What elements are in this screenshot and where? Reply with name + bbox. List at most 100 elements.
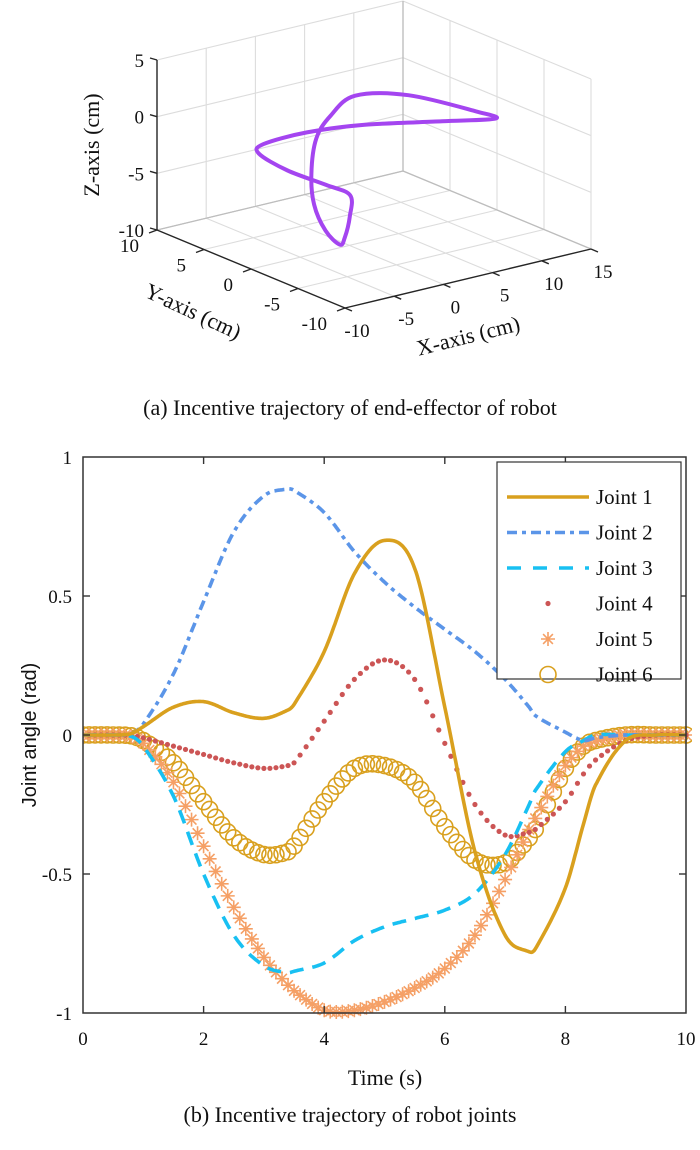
joint-4-marker xyxy=(249,764,255,770)
joint-6-marker xyxy=(333,770,352,788)
joint-6-marker xyxy=(261,846,279,865)
joint-6-marker xyxy=(417,789,436,808)
z-tick-label: 0 xyxy=(135,108,145,129)
joint-4-marker xyxy=(490,823,496,830)
joint-4-marker xyxy=(605,748,611,754)
joint-5-marker xyxy=(196,839,211,854)
joint-5-marker xyxy=(498,872,513,887)
joint-5-marker xyxy=(214,876,229,891)
legend-entry-joint-3: Joint 3 xyxy=(507,556,653,580)
joint-5-marker xyxy=(293,988,308,1003)
joint-4-marker xyxy=(273,765,279,771)
joint-6-marker xyxy=(369,755,388,774)
joint-5-marker xyxy=(594,732,609,747)
joint-4-marker xyxy=(339,691,345,698)
joint-6-marker xyxy=(164,753,183,772)
joint-6-marker xyxy=(568,743,587,761)
legend-entry-joint-1: Joint 1 xyxy=(507,485,653,509)
grid-edge xyxy=(402,170,592,250)
legend-label: Joint 6 xyxy=(596,663,653,687)
joint-5-marker xyxy=(377,994,392,1009)
joint-5-marker xyxy=(600,730,615,745)
joint-6-marker xyxy=(255,845,273,864)
joint-5-marker xyxy=(347,1003,362,1018)
joint-4-marker xyxy=(303,744,309,750)
z-tick xyxy=(149,113,158,118)
series-clip-group xyxy=(83,487,692,1019)
y-tick-label: 5 xyxy=(177,256,187,277)
joint-4-marker xyxy=(225,758,231,764)
joint-4-marker xyxy=(158,740,164,746)
joint-4-marker xyxy=(550,811,556,817)
joint-4-marker xyxy=(393,660,400,666)
y-tick xyxy=(148,229,158,234)
joint-4-marker xyxy=(345,683,351,689)
joint-6-marker xyxy=(399,768,418,786)
joint-4-marker xyxy=(430,713,436,719)
joint-4-marker xyxy=(478,810,484,816)
grid-line xyxy=(203,189,451,251)
joint-5-marker xyxy=(299,992,314,1007)
joint-4-marker xyxy=(472,801,478,808)
joint-4-marker xyxy=(598,752,605,758)
joint-5-marker xyxy=(190,826,205,841)
z-tick xyxy=(149,57,158,61)
joint-4-marker xyxy=(520,831,526,837)
joint-4-marker xyxy=(538,821,544,828)
joint-4-marker xyxy=(146,736,152,742)
joint-5-marker xyxy=(552,768,567,783)
joint-5-marker xyxy=(564,750,579,765)
joint-5-marker xyxy=(142,742,157,757)
joint-4-marker xyxy=(448,753,454,759)
joint-5-marker xyxy=(226,900,241,915)
joint-4-marker xyxy=(544,816,550,823)
joint-5-marker xyxy=(172,786,187,801)
x-tick-label: 0 xyxy=(78,1029,88,1050)
joint-4-marker xyxy=(406,669,412,675)
joint-5-marker xyxy=(425,970,440,985)
joint-5-marker xyxy=(281,978,296,993)
joint-4-marker xyxy=(309,735,315,741)
joint-4-marker xyxy=(333,700,339,706)
joint-5-marker xyxy=(486,896,501,911)
joint-5-marker xyxy=(540,789,555,804)
x-tick-label: 10 xyxy=(677,1029,696,1050)
joint-5-marker xyxy=(287,983,302,998)
joint-5-marker xyxy=(588,733,603,748)
joint-4-marker xyxy=(182,746,189,753)
joint-4-marker xyxy=(562,799,569,805)
joint-4-marker xyxy=(327,709,333,716)
caption-a: (a) Incentive trajectory of end-effector… xyxy=(143,395,557,420)
legend-label: Joint 4 xyxy=(596,592,653,616)
y-tick xyxy=(195,248,205,254)
joint-6-marker xyxy=(363,755,382,773)
x-tick xyxy=(344,307,353,312)
series-group xyxy=(83,487,692,1019)
z-tick xyxy=(149,227,158,231)
joint-4-marker xyxy=(170,743,177,749)
joint-5-marker xyxy=(262,958,277,973)
joint-4-marker xyxy=(508,833,514,840)
y-tick-label: -0.5 xyxy=(42,865,72,886)
joint-6-marker xyxy=(267,845,285,864)
legend-swatch-circle xyxy=(539,665,557,684)
legend-entry-joint-5: Joint 5 xyxy=(541,627,653,651)
joint-4-marker xyxy=(496,828,502,834)
x-tick-label: 8 xyxy=(561,1029,571,1050)
joint-4-marker xyxy=(194,750,201,756)
joint-4-marker xyxy=(237,761,243,767)
legend-label: Joint 2 xyxy=(596,521,653,545)
joint-4-marker xyxy=(436,727,442,733)
joint-5-marker xyxy=(311,1000,326,1015)
joint-5-marker xyxy=(522,822,537,837)
joint-6-marker xyxy=(291,828,309,847)
z-tick xyxy=(149,170,158,175)
y-tick-label: -1 xyxy=(56,1004,72,1025)
joint-6-marker xyxy=(357,755,376,773)
joint-4-marker xyxy=(164,741,171,748)
z-tick-label: -10 xyxy=(119,221,144,242)
joint-5-marker xyxy=(413,977,428,992)
x-tick xyxy=(590,248,599,253)
